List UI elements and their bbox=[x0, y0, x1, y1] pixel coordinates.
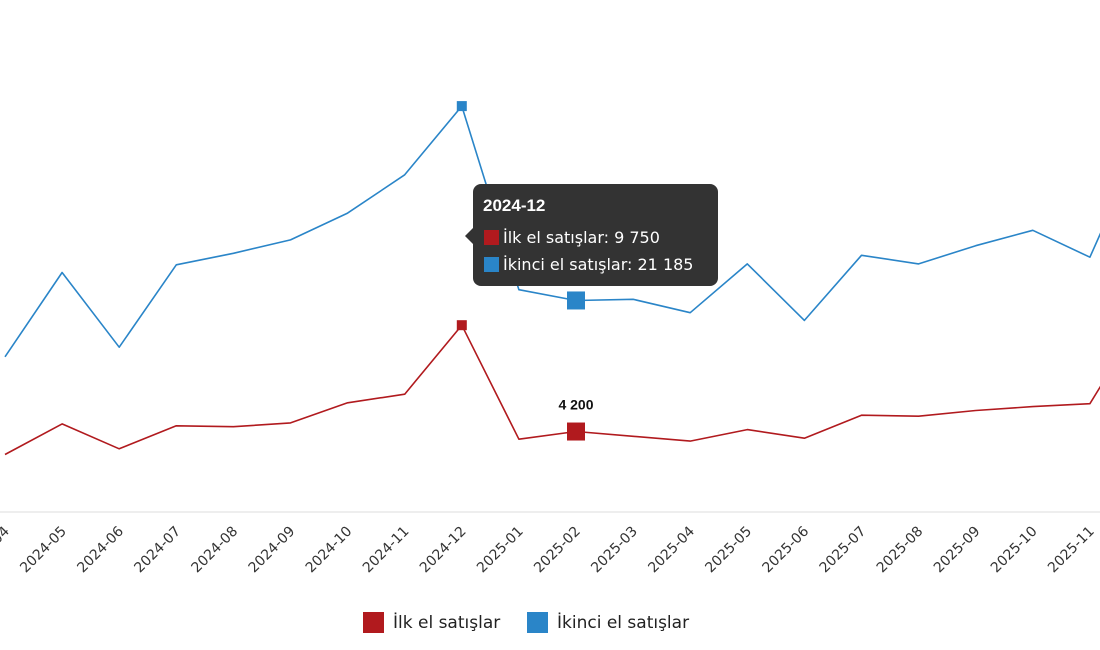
x-tick-label: 2024-12 bbox=[417, 524, 470, 577]
legend-swatch-1[interactable] bbox=[527, 612, 548, 633]
legend-label-1[interactable]: İkinci el satışlar bbox=[557, 612, 689, 633]
tooltip-line-0: İlk el satışlar: 9 750 bbox=[503, 228, 660, 247]
data-label-0: 4 200 bbox=[558, 397, 593, 413]
x-tick-label: 2024-04 bbox=[0, 523, 13, 576]
x-tick-label: 2025-04 bbox=[645, 523, 698, 576]
series-1-hover-point[interactable] bbox=[456, 101, 467, 112]
tooltip-line-1: İkinci el satışlar: 21 185 bbox=[503, 255, 693, 274]
x-tick-label: 2025-11 bbox=[1045, 524, 1098, 577]
x-tick-label: 2025-10 bbox=[988, 524, 1041, 577]
tooltip: 2024-12 İlk el satışlar: 9 750 İkinci el s… bbox=[465, 184, 718, 286]
x-tick-label: 2024-09 bbox=[246, 524, 299, 577]
x-tick-label: 2025-05 bbox=[702, 524, 755, 577]
series-0-highlight-point[interactable] bbox=[567, 422, 585, 441]
series-0-hover-point[interactable] bbox=[456, 320, 467, 331]
x-tick-label: 2025-08 bbox=[874, 524, 927, 577]
tooltip-swatch-0 bbox=[484, 230, 499, 245]
x-tick-label: 2025-02 bbox=[531, 524, 584, 577]
x-tick-label: 2025-09 bbox=[931, 524, 984, 577]
legend-label-0[interactable]: İlk el satışlar bbox=[393, 612, 500, 633]
x-tick-label: 2024-06 bbox=[74, 523, 127, 576]
legend-swatch-0[interactable] bbox=[363, 612, 384, 633]
legend: İlk el satışlar İkinci el satışlar bbox=[363, 612, 689, 633]
tooltip-box bbox=[473, 184, 718, 286]
x-tick-label: 2025-01 bbox=[474, 524, 527, 577]
x-tick-label: 2025-06 bbox=[760, 523, 813, 576]
x-tick-label: 2024-10 bbox=[303, 524, 356, 577]
tooltip-title: 2024-12 bbox=[483, 196, 545, 215]
x-tick-label: 2024-07 bbox=[131, 524, 184, 577]
x-tick-label: 2025-03 bbox=[588, 524, 641, 577]
x-tick-label: 2024-11 bbox=[360, 524, 413, 577]
x-tick-label: 2024-05 bbox=[17, 524, 70, 577]
tooltip-swatch-1 bbox=[484, 257, 499, 272]
x-tick-label: 2024-08 bbox=[189, 524, 242, 577]
series-1-highlight-point[interactable] bbox=[567, 291, 585, 310]
series-line-0 bbox=[4, 324, 1100, 456]
x-tick-label: 2025-07 bbox=[817, 524, 870, 577]
tooltip-arrow bbox=[465, 228, 473, 244]
